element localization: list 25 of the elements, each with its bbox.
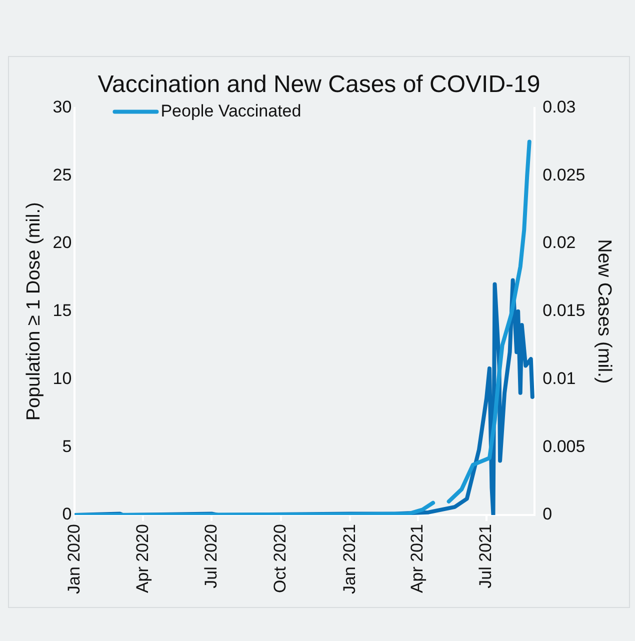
y2-tick-label: 0.01 (542, 368, 576, 388)
x-tick-label: Apr 2020 (132, 524, 152, 594)
x-tick-label: Jan 2020 (64, 524, 84, 594)
y2-tick-label: 0.03 (542, 97, 576, 116)
y2-tick-label: 0.025 (542, 165, 586, 184)
x-tick-label: Apr 2021 (408, 524, 427, 594)
x-tick-label: Jul 2020 (201, 524, 220, 588)
x-tick-label: Jul 2021 (476, 524, 496, 588)
y-tick-label: 5 (62, 436, 72, 456)
y2-axis-title: New Cases (mil.) (593, 239, 614, 384)
y-tick-label: 25 (52, 165, 72, 184)
y2-tick-label: 0.02 (542, 233, 576, 252)
legend-label: People Vaccinated (160, 101, 302, 120)
y-tick-label: 10 (52, 368, 72, 388)
x-tick-label: Oct 2020 (270, 524, 290, 594)
chart-title: Vaccination and New Cases of COVID-19 (98, 71, 540, 98)
x-tick-label: Jan 2021 (340, 524, 359, 594)
y-tick-label: 30 (52, 97, 72, 116)
y2-tick-label: 0.015 (542, 301, 586, 320)
y-axis-title: Population ≥ 1 Dose (mil.) (24, 202, 45, 421)
y-tick-label: 15 (52, 301, 72, 320)
y2-tick-label: 0 (542, 504, 552, 524)
y2-tick-label: 0.005 (542, 436, 586, 456)
y-tick-label: 0 (62, 504, 72, 524)
y-tick-label: 20 (52, 233, 72, 252)
